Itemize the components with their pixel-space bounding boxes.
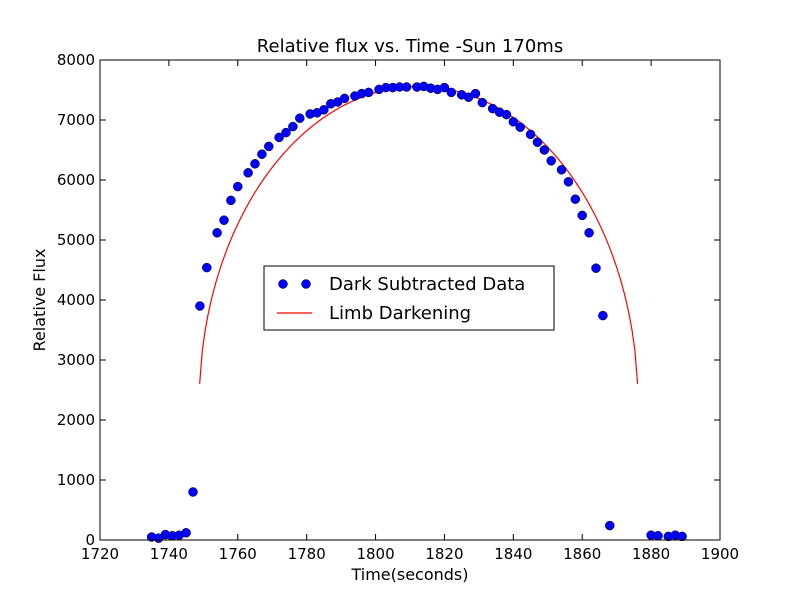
legend: Dark Subtracted Data Limb Darkening [263,265,555,331]
legend-label-fit: Limb Darkening [329,303,471,324]
y-tick-label: 0 [85,531,95,549]
x-tick-label: 1760 [219,545,257,563]
legend-marker-dot-right [301,279,311,289]
data-point [584,228,594,238]
legend-box [263,265,555,331]
data-point [219,215,229,225]
data-point [233,181,243,192]
axis-ticks: 1720 1740 1760 1780 1800 1820 1840 1860 1880 1900… [57,51,739,563]
legend-label-data: Dark Subtracted Data [329,274,525,295]
y-tick-label: 8000 [57,51,95,69]
data-point [605,520,615,531]
y-tick-label: 6000 [57,171,95,189]
y-tick-label: 2000 [57,411,95,429]
data-point [515,122,525,132]
data-point [257,149,267,159]
plot-frame [99,59,721,541]
x-tick-label: 1720 [81,545,119,563]
data-point [525,129,536,140]
data-point [570,194,581,204]
data-point [539,145,550,155]
data-point [264,141,274,152]
data-point [401,82,412,92]
y-tick-label: 3000 [57,351,95,369]
data-point [319,105,329,115]
data-point [577,210,587,221]
data-point [477,97,488,108]
data-point [598,310,608,321]
data-point [188,487,198,497]
x-tick-label: 1780 [288,545,326,563]
data-point [363,87,374,98]
data-point [226,195,236,206]
data-point [556,165,567,175]
data-point [281,127,291,138]
x-tick-label: 1820 [425,545,463,563]
data-point [446,87,457,98]
x-tick-label: 1880 [632,545,670,563]
x-tick-label: 1740 [150,545,188,563]
data-point [339,93,350,104]
data-point [653,531,663,541]
data-point [274,132,284,143]
data-point [532,137,543,147]
data-point [195,301,205,311]
data-point [470,88,481,99]
x-axis-label: Time(seconds) [350,565,468,584]
data-point [295,113,305,123]
data-point [250,159,260,169]
x-tick-label: 1800 [356,545,394,563]
x-tick-label: 1900 [701,545,739,563]
chart-title: Relative flux vs. Time -Sun 170ms [257,36,563,57]
data-point [181,528,191,538]
x-tick-label: 1860 [563,545,601,563]
data-point [508,117,519,127]
data-point [243,168,253,178]
data-point [288,121,298,132]
data-point [501,109,512,120]
data-point [546,156,556,166]
data-point [563,177,574,187]
data-point [202,262,212,273]
legend-marker-dot-left [278,279,288,289]
data-points-series [146,81,687,543]
x-tick-label: 1840 [494,545,532,563]
y-tick-label: 1000 [57,471,95,489]
y-tick-label: 4000 [57,291,95,309]
data-point [591,263,601,273]
data-point [439,82,450,93]
y-tick-label: 7000 [57,111,95,129]
data-point [212,228,222,238]
y-axis-label: Relative Flux [30,249,49,352]
y-tick-label: 5000 [57,231,95,249]
data-point [677,531,687,542]
